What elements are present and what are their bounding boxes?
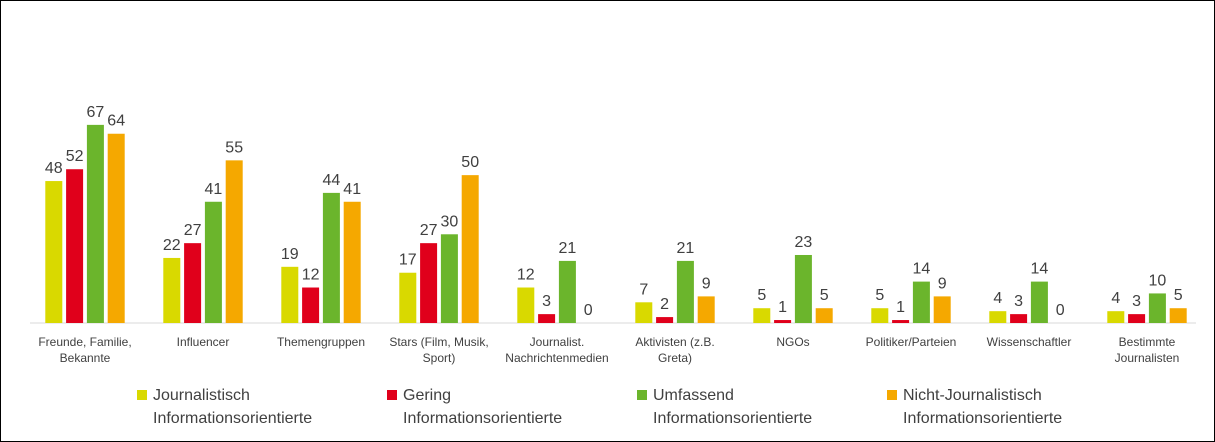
- bar: [912, 281, 930, 323]
- bar: [184, 243, 202, 323]
- value-label: 14: [913, 261, 931, 278]
- value-label: 3: [542, 293, 551, 310]
- x-tick-label: NGOs: [776, 335, 810, 349]
- bar: [871, 308, 889, 323]
- value-label: 3: [1132, 293, 1141, 310]
- bar: [753, 308, 771, 323]
- bar: [1107, 311, 1125, 323]
- value-label: 21: [677, 240, 695, 257]
- value-label: 5: [757, 287, 766, 304]
- bar: [461, 175, 479, 323]
- x-tick-label: Aktivisten (z.B. Greta): [635, 335, 715, 365]
- x-tick-label: Journalist. Nachrichtenmedien: [505, 335, 609, 365]
- bar: [420, 243, 438, 323]
- bar: [107, 133, 125, 323]
- value-label: 7: [639, 281, 648, 298]
- x-tick-label: Bestimmte Journalisten: [1114, 335, 1180, 365]
- bar: [676, 260, 694, 323]
- value-label: 9: [702, 275, 711, 292]
- value-label: 64: [107, 113, 125, 130]
- bar: [322, 192, 340, 323]
- bar: [163, 257, 181, 323]
- bar: [517, 287, 535, 323]
- bar: [892, 320, 910, 323]
- legend-swatch: [387, 390, 397, 400]
- bar: [815, 308, 833, 323]
- value-label: 5: [875, 287, 884, 304]
- bar: [1030, 281, 1048, 323]
- value-label: 22: [163, 237, 181, 254]
- legend-entry: Gering Informationsorientierte: [387, 384, 608, 430]
- value-label: 10: [1149, 272, 1167, 289]
- value-label: 50: [461, 154, 479, 171]
- legend-entry: Nicht-Journalistisch Informationsorienti…: [887, 384, 1108, 430]
- bar: [204, 201, 222, 323]
- value-label: 1: [896, 299, 905, 316]
- x-tick-label: Freunde, Familie, Bekannte: [38, 335, 132, 365]
- value-label: 2: [660, 296, 669, 313]
- bar: [1010, 314, 1028, 323]
- legend-swatch: [137, 390, 147, 400]
- legend-swatch: [887, 390, 897, 400]
- value-label: 44: [323, 172, 341, 189]
- x-tick-label: Themengruppen: [276, 335, 366, 349]
- value-label: 5: [820, 287, 829, 304]
- value-label: 52: [66, 148, 84, 165]
- value-label: 3: [1014, 293, 1023, 310]
- value-label: 17: [399, 252, 417, 269]
- bar: [343, 201, 361, 323]
- value-label: 30: [441, 213, 459, 230]
- bar: [989, 311, 1007, 323]
- legend-entry: Umfassend Informationsorientierte: [637, 384, 858, 430]
- bar: [302, 287, 320, 323]
- bar: [774, 320, 792, 323]
- value-label: 21: [559, 240, 577, 257]
- value-label: 55: [225, 139, 243, 156]
- bar: [794, 254, 812, 323]
- bar: [656, 317, 674, 323]
- value-label: 27: [420, 222, 438, 239]
- legend-swatch: [637, 390, 647, 400]
- value-label: 12: [302, 267, 320, 284]
- bar: [225, 160, 243, 323]
- x-tick-label: Influencer: [176, 335, 230, 349]
- x-tick-label: Stars (Film, Musik, Sport): [389, 335, 489, 365]
- bar: [1128, 314, 1146, 323]
- value-label: 4: [993, 290, 1002, 307]
- value-label: 4: [1111, 290, 1120, 307]
- value-label: 23: [795, 234, 813, 251]
- x-tick-label: Wissenschaftler: [986, 335, 1072, 349]
- bar: [558, 260, 576, 323]
- value-label: 41: [205, 181, 223, 198]
- bar: [933, 296, 951, 323]
- value-label: 0: [584, 302, 593, 319]
- bar: [399, 272, 417, 323]
- bar: [1148, 293, 1166, 323]
- bar: [440, 234, 458, 323]
- value-label: 9: [938, 275, 947, 292]
- bar: [697, 296, 715, 323]
- bar: [1169, 308, 1187, 323]
- bar: [538, 314, 556, 323]
- bar: [281, 266, 299, 323]
- value-label: 19: [281, 246, 299, 263]
- x-tick-label: Politiker/Parteien: [865, 335, 957, 349]
- value-label: 41: [343, 181, 361, 198]
- value-label: 5: [1174, 287, 1183, 304]
- bar: [45, 181, 63, 323]
- value-label: 14: [1031, 261, 1049, 278]
- value-label: 48: [45, 160, 63, 177]
- bar: [86, 124, 104, 323]
- legend-entry: Journalistisch Informationsorientierte: [137, 384, 358, 430]
- value-label: 67: [87, 104, 105, 121]
- value-label: 27: [184, 222, 202, 239]
- value-label: 0: [1056, 302, 1065, 319]
- value-label: 12: [517, 267, 535, 284]
- bar: [66, 169, 84, 323]
- value-label: 1: [778, 299, 787, 316]
- bar: [635, 302, 653, 323]
